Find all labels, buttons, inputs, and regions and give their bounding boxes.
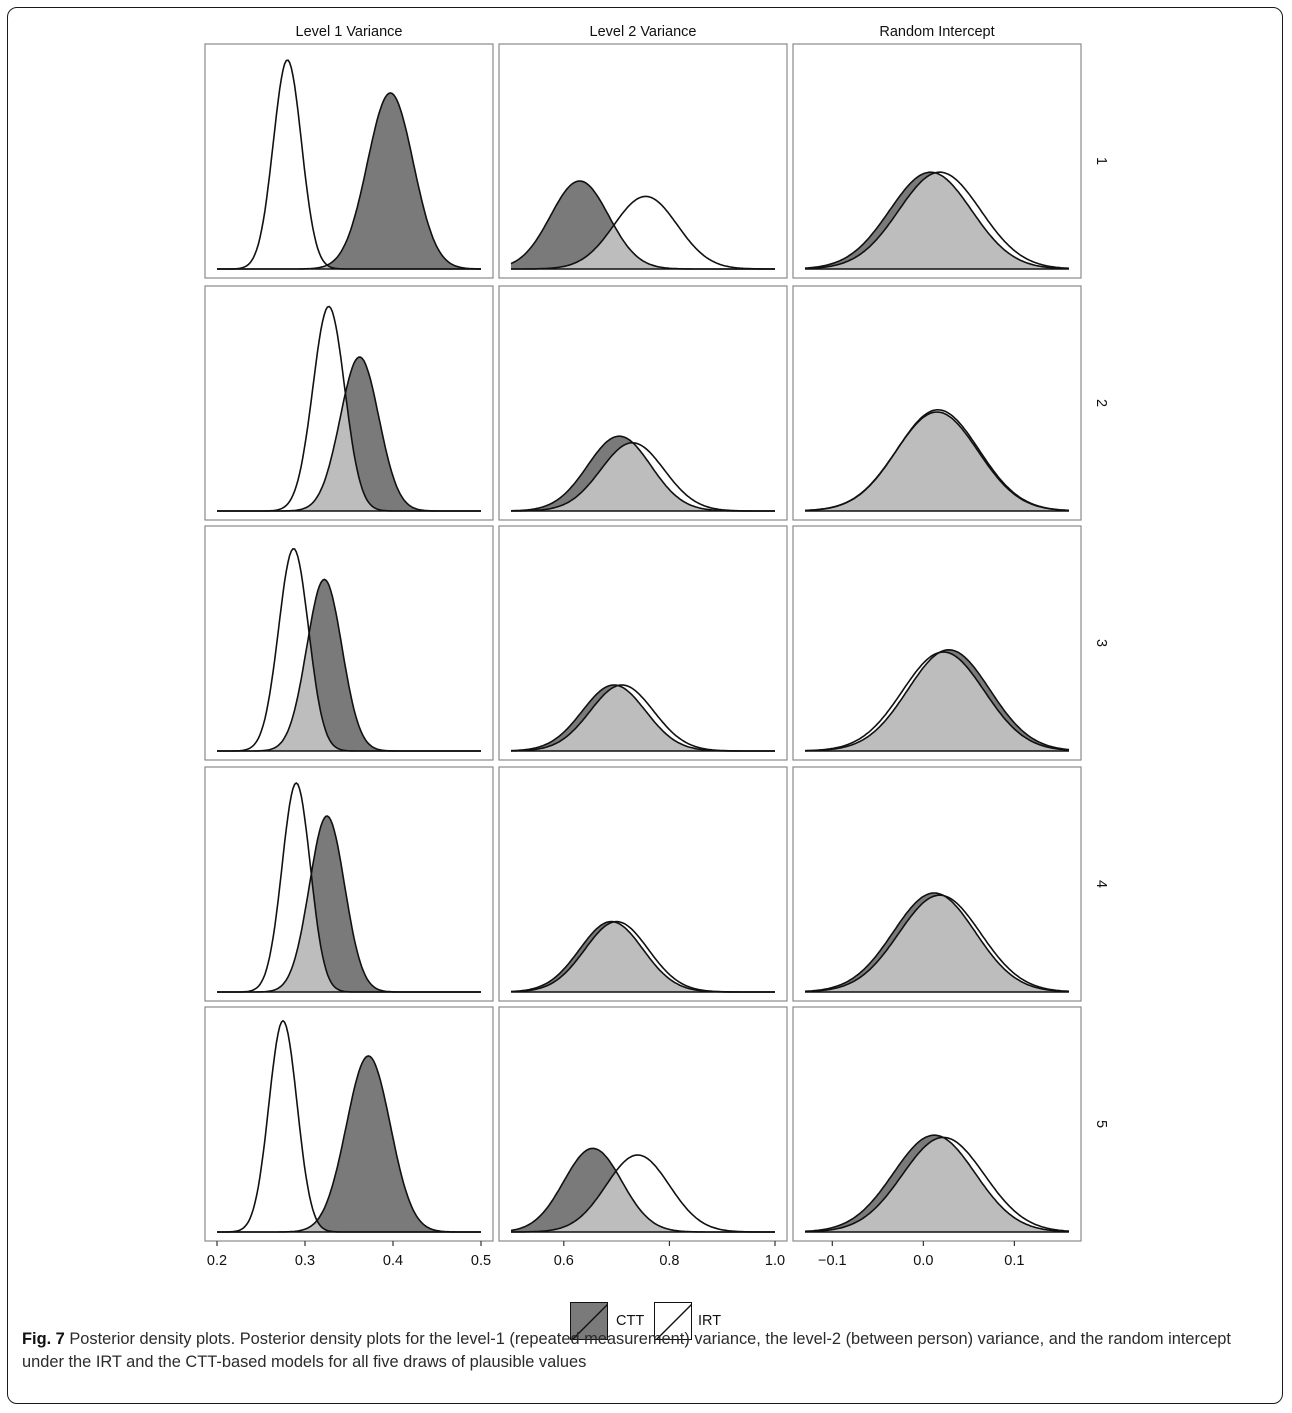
ctt-density-line <box>804 1134 1070 1233</box>
irt-density-line <box>511 1154 775 1233</box>
overlap-density-area <box>511 442 775 511</box>
irt-density-line <box>804 1136 1070 1233</box>
caption-label: Fig. 7 <box>22 1330 65 1348</box>
overlap-density-area <box>805 412 1069 511</box>
row-strip-label: 1 <box>1093 157 1109 165</box>
irt-density-line <box>804 409 1070 512</box>
ctt-density-line <box>804 892 1070 993</box>
overlap-density-area <box>805 652 1069 751</box>
x-tick-label: 0.6 <box>554 1253 574 1269</box>
ctt-density-area <box>511 1148 775 1232</box>
figure-frame <box>7 7 1283 1404</box>
column-header: Random Intercept <box>879 24 994 40</box>
row-strip-label: 2 <box>1093 399 1109 407</box>
irt-density-area <box>217 1020 481 1232</box>
legend-label-irt: IRT <box>698 1313 722 1329</box>
figure-caption: Fig. 7 Posterior density plots. Posterio… <box>22 1328 1272 1374</box>
density-facet-chart: Level 1 Variance Level 2 Variance Random I… <box>204 24 1109 1269</box>
column-header: Level 2 Variance <box>590 24 697 40</box>
x-tick-label: 0.8 <box>659 1253 679 1269</box>
overlap-density-area <box>511 1172 775 1232</box>
x-tick-label: −0.1 <box>818 1253 847 1269</box>
ctt-density-area <box>217 579 481 751</box>
overlap-density-area <box>511 685 775 751</box>
ctt-density-area <box>217 1056 481 1232</box>
overlap-density-area <box>511 922 775 992</box>
x-tick-label: 0.2 <box>207 1253 227 1269</box>
row-strip-label: 5 <box>1093 1120 1109 1128</box>
x-tick-label: 0.1 <box>1004 1253 1024 1269</box>
x-tick-label: 1.0 <box>765 1253 785 1269</box>
overlap-density-area <box>217 395 481 511</box>
overlap-density-area <box>805 172 1069 269</box>
x-tick-label: 0.3 <box>295 1253 315 1269</box>
irt-density-line <box>804 651 1070 752</box>
irt-density-area <box>511 1155 775 1232</box>
irt-density-area <box>217 783 481 992</box>
x-tick-label: 0.0 <box>913 1253 933 1269</box>
x-tick-label: 0.4 <box>383 1253 403 1269</box>
irt-density-area <box>217 60 481 270</box>
ctt-density-area <box>511 181 775 269</box>
x-tick-label: 0.5 <box>471 1253 491 1269</box>
column-header: Level 1 Variance <box>296 24 403 40</box>
irt-density-line <box>511 195 775 270</box>
ctt-density-area <box>217 816 481 992</box>
caption-text: Posterior density plots. Posterior densi… <box>22 1330 1231 1371</box>
facet-panel <box>498 1006 788 1242</box>
irt-density-line <box>804 171 1070 270</box>
row-strip-label: 3 <box>1093 639 1109 647</box>
ctt-density-line <box>804 171 1070 270</box>
ctt-density-area <box>217 93 481 269</box>
irt-density-line <box>804 894 1070 993</box>
row-strip-label: 4 <box>1093 880 1109 888</box>
legend-label-ctt: CTT <box>616 1313 645 1329</box>
legend-key-ctt <box>570 1302 608 1340</box>
legend-key-irt <box>654 1302 692 1340</box>
irt-density-area <box>511 196 775 269</box>
